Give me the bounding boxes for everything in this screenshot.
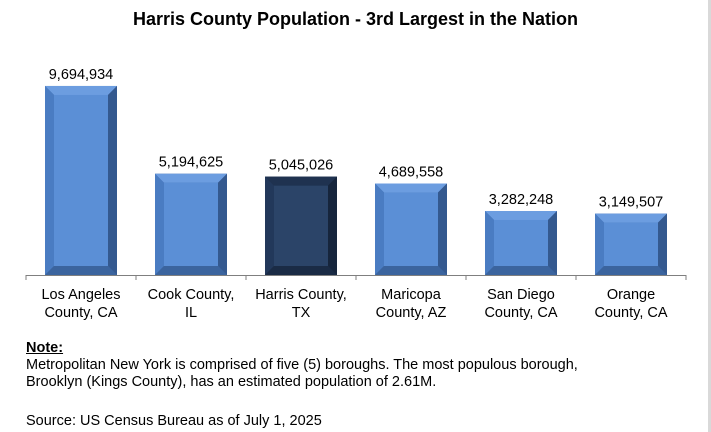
note-heading: Note: bbox=[26, 340, 64, 356]
bar-bevel-top bbox=[485, 210, 557, 220]
bar-bevel-top bbox=[595, 213, 667, 223]
bar-1 bbox=[45, 85, 117, 275]
bar-bevel-bottom bbox=[155, 266, 227, 275]
right-border bbox=[708, 0, 711, 432]
note-line-2: Brooklyn (Kings County), has an estimate… bbox=[26, 374, 437, 390]
bar-5 bbox=[485, 210, 557, 275]
bar-face bbox=[494, 219, 548, 266]
bar-value-label: 9,694,934 bbox=[49, 67, 114, 83]
bar-value-label: 5,194,625 bbox=[159, 155, 224, 171]
bar-bevel-top bbox=[265, 176, 337, 186]
bar-bevel-bottom bbox=[485, 266, 557, 275]
category-label: County, CA bbox=[484, 305, 557, 321]
category-label: County, CA bbox=[44, 305, 117, 321]
category-label: County, CA bbox=[594, 305, 667, 321]
bar-face bbox=[54, 94, 108, 266]
bar-3 bbox=[265, 176, 337, 275]
category-label: IL bbox=[185, 305, 197, 321]
category-label: Cook County, bbox=[148, 287, 235, 303]
bar-6 bbox=[595, 213, 667, 275]
bar-4 bbox=[375, 183, 447, 275]
bar-value-label: 3,149,507 bbox=[599, 195, 664, 211]
bar-bevel-right bbox=[218, 173, 227, 275]
bar-value-label: 5,045,026 bbox=[269, 158, 334, 174]
bar-bevel-right bbox=[658, 213, 667, 275]
bar-bevel-right bbox=[548, 210, 557, 275]
bar-value-label: 3,282,248 bbox=[489, 192, 554, 208]
bar-bevel-right bbox=[438, 183, 447, 275]
category-label: Harris County, bbox=[255, 287, 347, 303]
bar-bevel-bottom bbox=[45, 266, 117, 275]
bar-bevel-left bbox=[155, 173, 164, 275]
bar-bevel-left bbox=[45, 85, 54, 275]
note-block: Note: Metropolitan New York is comprised… bbox=[26, 340, 578, 391]
bar-bevel-top bbox=[155, 173, 227, 183]
category-label: Los Angeles bbox=[41, 287, 120, 303]
bar-bevel-top bbox=[375, 183, 447, 193]
bar-bevel-bottom bbox=[375, 266, 447, 275]
category-label: TX bbox=[292, 305, 311, 321]
bar-face bbox=[164, 182, 218, 266]
bar-bevel-right bbox=[328, 176, 337, 275]
bar-bevel-bottom bbox=[265, 266, 337, 275]
bar-value-label: 4,689,558 bbox=[379, 165, 444, 181]
bar-bevel-left bbox=[485, 210, 494, 275]
chart-title: Harris County Population - 3rd Largest i… bbox=[132, 9, 579, 29]
category-label: Maricopa bbox=[381, 287, 442, 303]
bar-bevel-top bbox=[45, 85, 117, 95]
note-line-1: Metropolitan New York is comprised of fi… bbox=[26, 357, 578, 373]
bar-2 bbox=[155, 173, 227, 275]
bar-face bbox=[384, 192, 438, 266]
bar-bevel-left bbox=[375, 183, 384, 275]
bar-chart: 9,694,934 Los Angeles County, CA 5,194,625 C… bbox=[25, 67, 687, 321]
source-text: Source: US Census Bureau as of July 1, 2… bbox=[26, 413, 322, 429]
bar-bevel-left bbox=[595, 213, 604, 275]
bar-face bbox=[604, 222, 658, 266]
bar-face bbox=[274, 185, 328, 266]
bar-bevel-right bbox=[108, 85, 117, 275]
bar-bevel-bottom bbox=[595, 266, 667, 275]
category-label: Orange bbox=[607, 287, 655, 303]
category-label: County, AZ bbox=[376, 305, 447, 321]
bar-bevel-left bbox=[265, 176, 274, 275]
category-label: San Diego bbox=[487, 287, 555, 303]
